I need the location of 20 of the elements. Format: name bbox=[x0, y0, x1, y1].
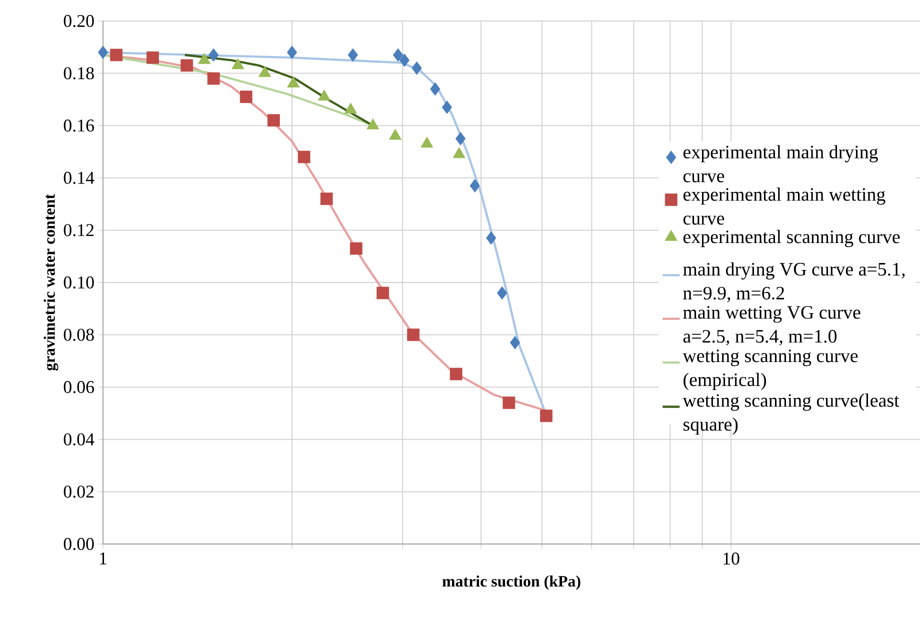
y-tick-label: 0.18 bbox=[64, 67, 94, 80]
legend-label: experimental scanning curve bbox=[683, 230, 900, 248]
y-axis-title: gravimetric water content bbox=[44, 194, 58, 371]
x-tick-label: 10 bbox=[724, 552, 740, 565]
x-axis-title: matric suction (kPa) bbox=[442, 575, 580, 590]
y-tick-label: 0.20 bbox=[64, 14, 94, 28]
y-tick-label: 0.14 bbox=[64, 172, 94, 184]
y-tick-label: 0.04 bbox=[64, 433, 94, 446]
legend-label: experimental main drying curve bbox=[683, 145, 878, 182]
legend-label: wetting scanning curve(least square) bbox=[682, 394, 900, 435]
y-tick-label: 0.00 bbox=[64, 538, 94, 550]
y-tick-label: 0.16 bbox=[64, 120, 94, 132]
y-tick-label: 0.08 bbox=[64, 328, 94, 341]
y-tick-label: 0.12 bbox=[64, 224, 94, 236]
legend-label: wetting scanning curve (empirical) bbox=[682, 350, 858, 390]
legend-label: experimental main wetting curve bbox=[683, 188, 886, 225]
x-tick-label: 1 bbox=[100, 552, 106, 564]
y-tick-label: 0.06 bbox=[64, 381, 94, 394]
y-tick-label: 0.02 bbox=[64, 486, 94, 498]
y-tick-label: 0.10 bbox=[64, 276, 94, 289]
